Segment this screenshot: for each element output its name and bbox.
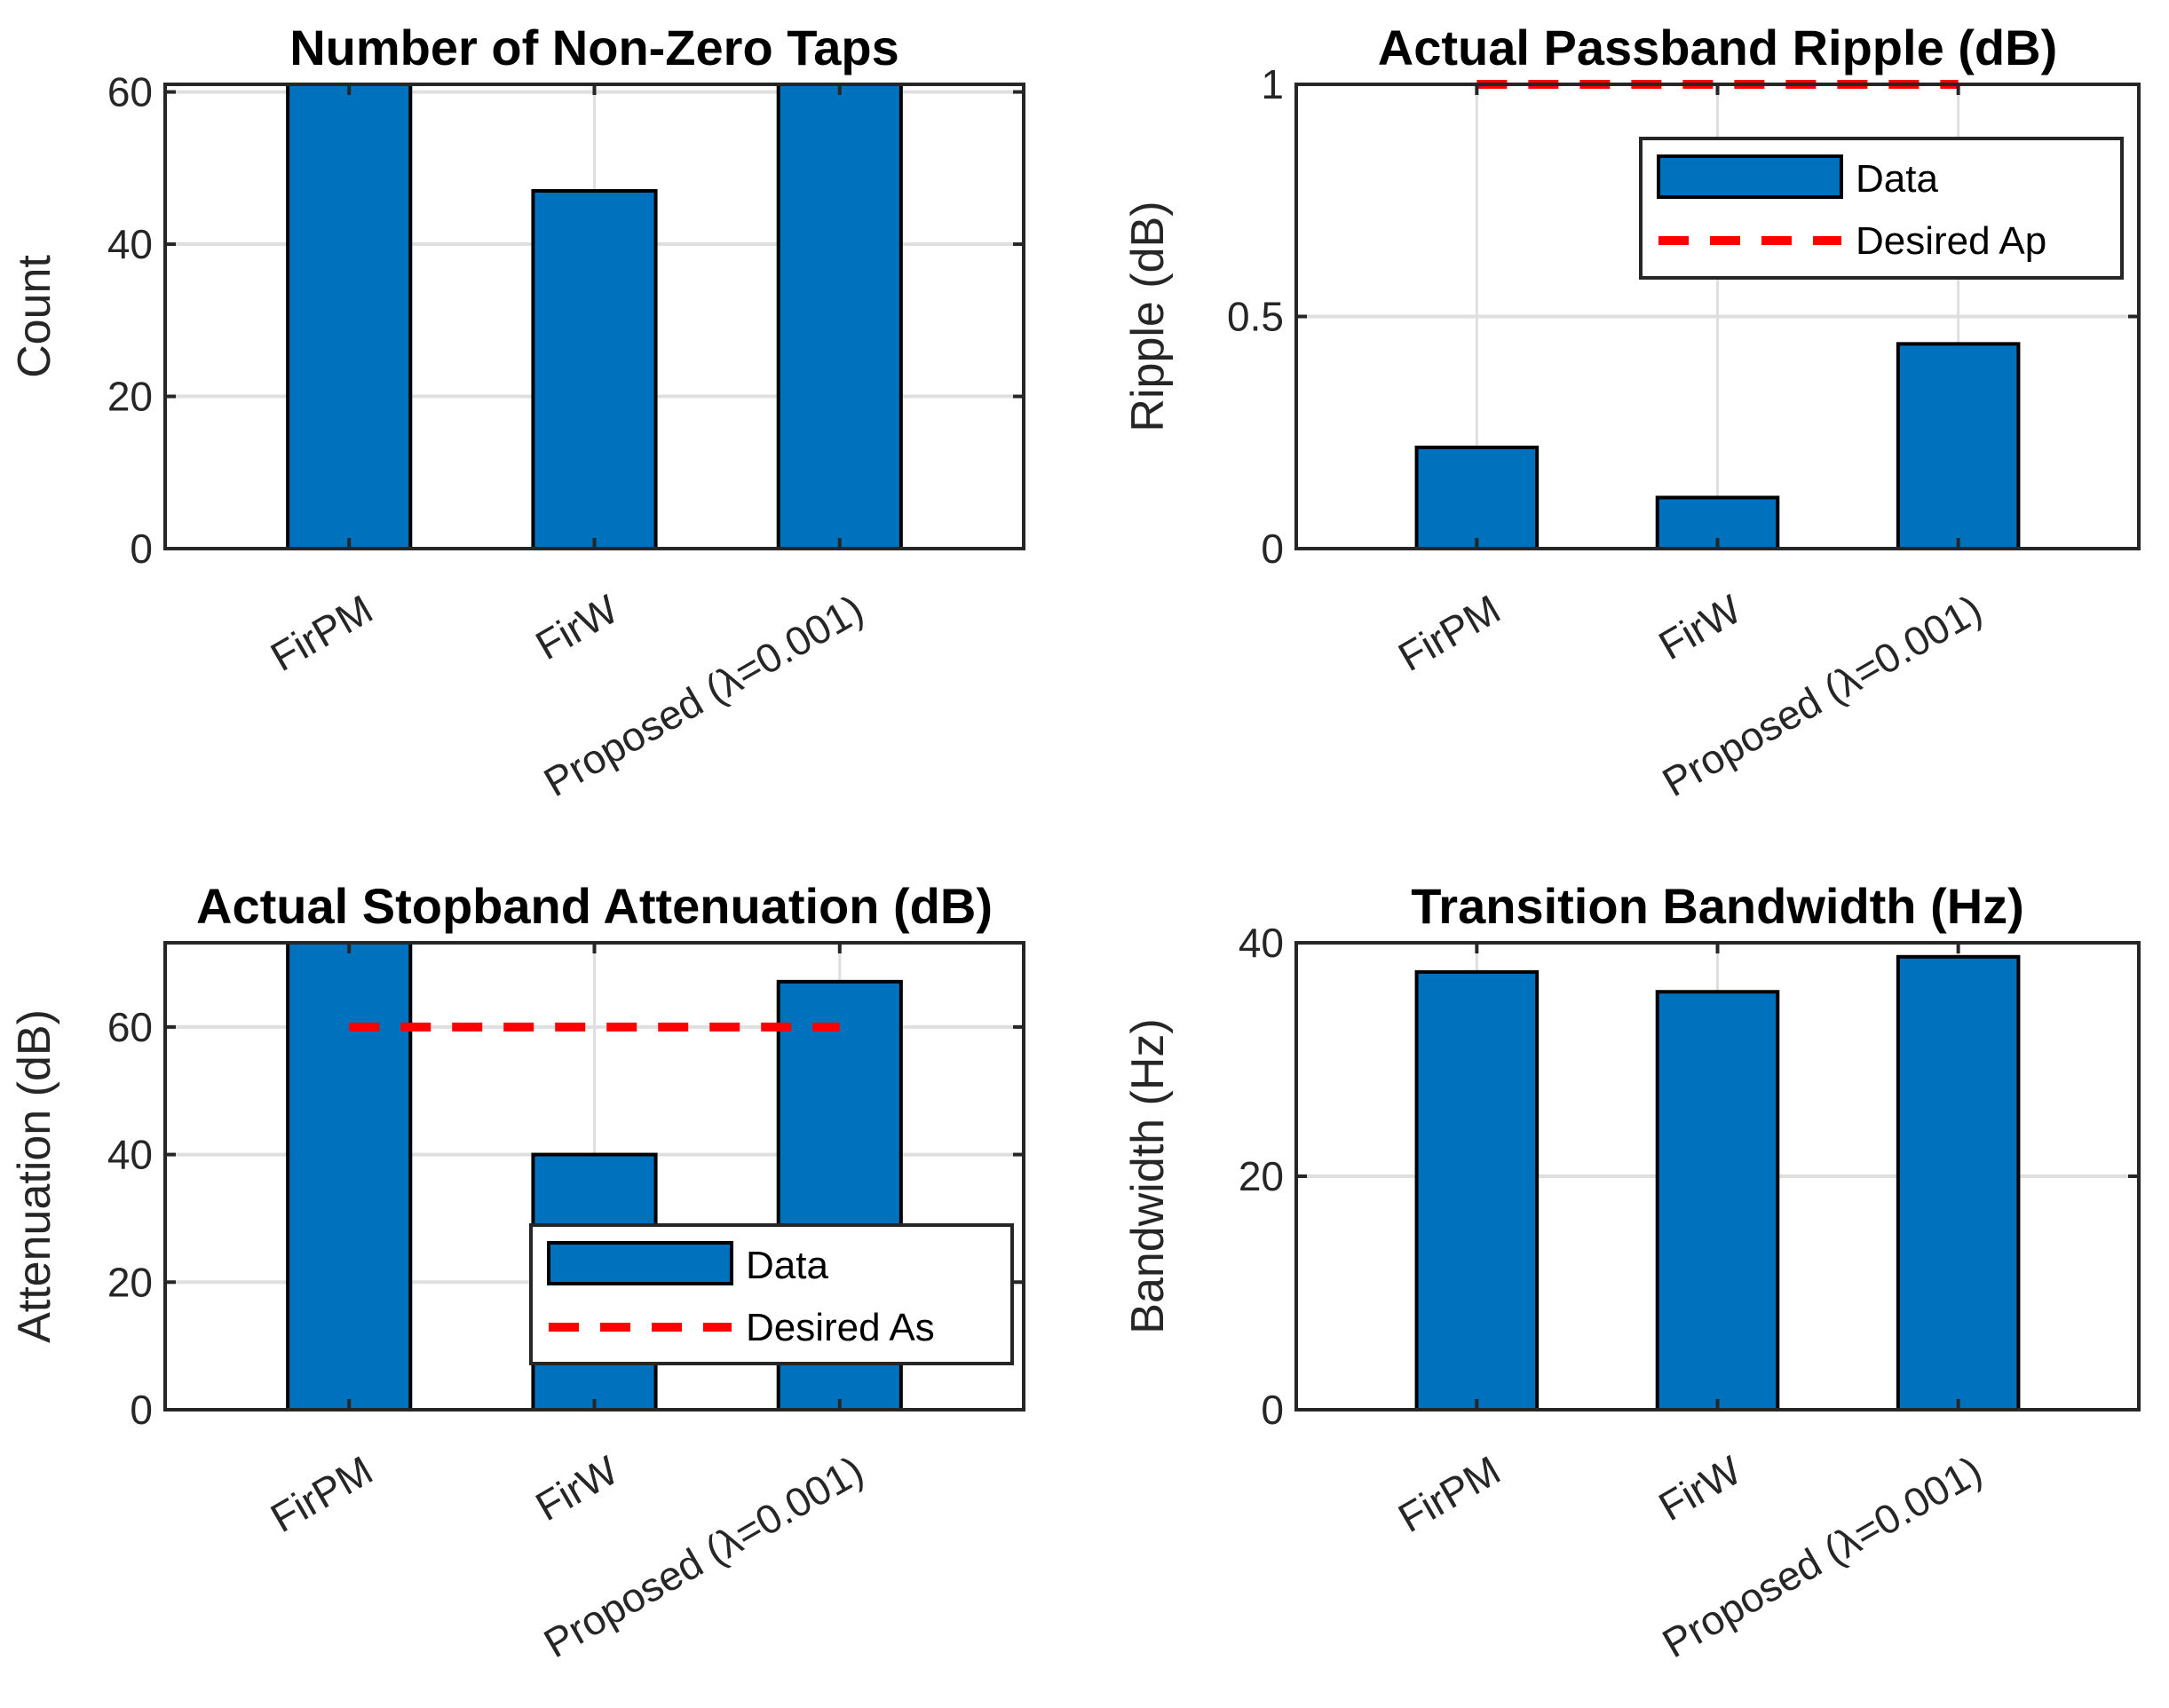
y-tick-label: 1 xyxy=(1261,61,1284,107)
y-tick-label: 0 xyxy=(1261,526,1284,572)
y-tick-label: 0 xyxy=(130,1387,153,1433)
y-tick-label: 40 xyxy=(107,221,153,267)
y-tick-label: 20 xyxy=(107,1259,153,1305)
y-tick-label: 40 xyxy=(1239,920,1284,966)
y-tick-label: 0 xyxy=(1261,1387,1284,1433)
legend: Data Desired Ap xyxy=(1639,137,2124,280)
chart-title: Actual Stopband Attenuation (dB) xyxy=(196,878,993,934)
x-tick-label: FirW xyxy=(527,585,626,668)
legend-swatch-bar xyxy=(547,1241,733,1285)
x-tick-label: FirPM xyxy=(1390,1447,1508,1541)
bar xyxy=(1896,342,2021,550)
x-tick-label: FirPM xyxy=(263,586,380,680)
legend-label: Desired As xyxy=(746,1306,935,1349)
y-axis-label: Bandwidth (Hz) xyxy=(1122,1018,1174,1333)
y-tick-label: 20 xyxy=(1239,1153,1284,1199)
bar xyxy=(1655,990,1780,1411)
x-tick-label: FirW xyxy=(527,1446,626,1530)
bar xyxy=(286,941,413,1411)
bar xyxy=(286,83,413,550)
y-axis-label: Attenuation (dB) xyxy=(9,1009,60,1343)
legend-swatch-bar xyxy=(1657,154,1843,199)
y-axis-label: Ripple (dB) xyxy=(1122,201,1174,431)
legend-box xyxy=(529,1223,1014,1365)
bar xyxy=(531,189,658,551)
x-tick-label: FirW xyxy=(1650,585,1749,668)
y-tick-label: 40 xyxy=(107,1132,153,1178)
bar xyxy=(1896,954,2021,1412)
legend-label: Data xyxy=(1856,157,1938,201)
y-axis-label: Count xyxy=(9,255,60,378)
x-tick-label: FirW xyxy=(1650,1446,1749,1530)
chart-title: Actual Passband Ripple (dB) xyxy=(1378,20,2057,75)
legend-label: Desired Ap xyxy=(1856,219,2046,263)
x-tick-label: FirPM xyxy=(263,1447,380,1541)
legend-label: Data xyxy=(746,1244,828,1287)
chart-title: Number of Non-Zero Taps xyxy=(289,20,899,75)
chart-title: Transition Bandwidth (Hz) xyxy=(1411,878,2024,934)
bar xyxy=(1414,969,1540,1411)
x-tick-label: FirPM xyxy=(1390,586,1508,680)
y-tick-label: 0 xyxy=(130,526,153,572)
bar xyxy=(776,83,903,550)
y-tick-label: 0.5 xyxy=(1227,294,1284,340)
legend: Data Desired As xyxy=(529,1223,1014,1365)
bar xyxy=(1414,445,1540,550)
y-tick-label: 60 xyxy=(107,69,153,115)
y-tick-label: 20 xyxy=(107,374,153,420)
y-tick-label: 60 xyxy=(107,1004,153,1050)
